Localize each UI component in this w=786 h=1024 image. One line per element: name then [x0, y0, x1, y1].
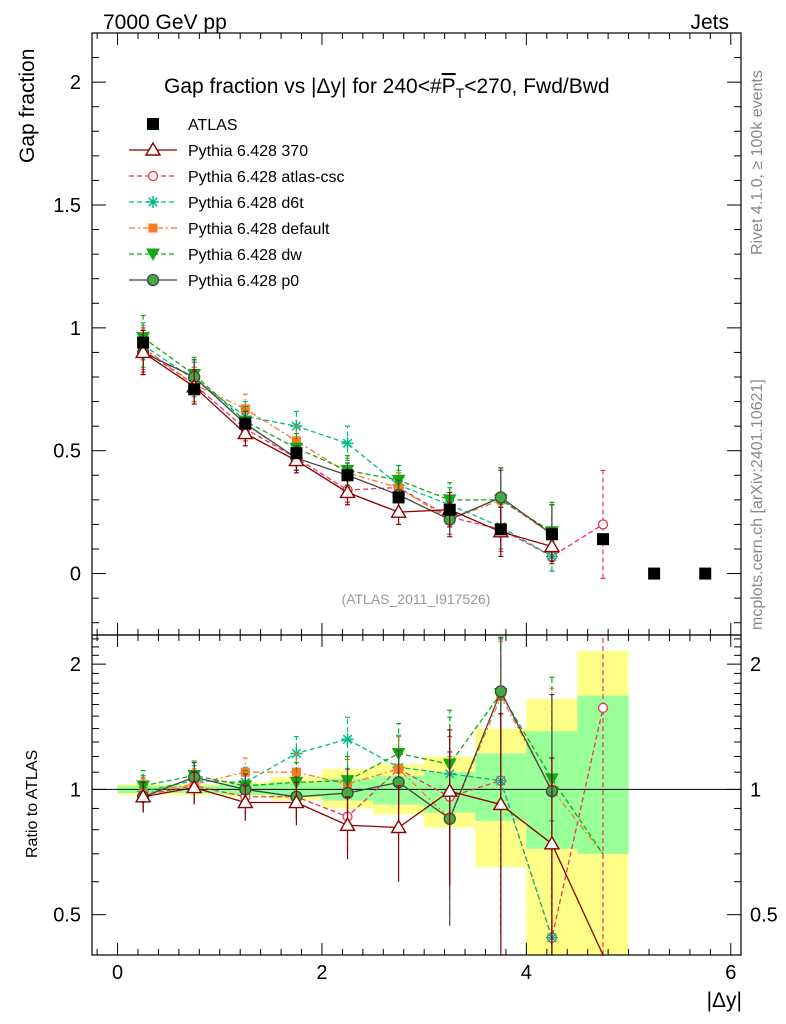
analysis-watermark: (ATLAS_2011_I917526)	[342, 591, 491, 607]
chart-title-p: P	[442, 75, 456, 98]
ratio-point	[390, 819, 407, 834]
series-pythia-6.428-atlas-csc	[137, 327, 609, 580]
ratio-tick-label-right: 1	[750, 779, 761, 801]
mcplots-label: mcplots.cern.ch [arXiv:2401.10621]	[749, 379, 766, 630]
atlas-data-point	[290, 447, 303, 460]
legend-label: Pythia 6.428 default	[188, 221, 330, 238]
chart-title: Gap fraction vs |Δy| for 240<#PT<270, Fw…	[164, 75, 610, 101]
y-tick-label: 2	[70, 72, 81, 94]
series-atlas	[137, 336, 712, 580]
x-tick-label: 2	[316, 962, 327, 984]
ratio-point	[597, 702, 609, 714]
atlas-data-point	[545, 528, 558, 541]
data-point	[494, 491, 507, 504]
ratio-tick-label-left: 0.5	[53, 905, 81, 927]
ratio-point	[288, 794, 305, 809]
data-point	[390, 503, 407, 518]
ratio-plot	[92, 635, 741, 955]
ratio-line	[142, 695, 604, 855]
data-point	[237, 425, 254, 440]
ratio-point	[134, 788, 152, 803]
atlas-data-point	[137, 336, 150, 349]
atlas-data-point	[648, 567, 661, 580]
ratio-point	[185, 779, 203, 794]
legend-entry: ATLAS	[147, 117, 238, 134]
data-point	[134, 344, 152, 359]
legend-label: ATLAS	[188, 117, 238, 134]
ratio-line	[142, 786, 604, 955]
legend-marker	[144, 141, 162, 156]
ratio-point	[237, 794, 254, 809]
legend-label: Pythia 6.428 d6t	[188, 195, 304, 212]
legend-label: Pythia 6.428 370	[188, 143, 308, 160]
legend-marker	[147, 170, 159, 182]
x-tick-label: 6	[725, 962, 736, 984]
data-point	[341, 437, 354, 450]
main-plot	[134, 314, 712, 580]
ratio-tick-label-right: 0.5	[750, 905, 778, 927]
ratio-line	[142, 692, 604, 855]
ratio-frame	[91, 634, 742, 956]
ratio-tick-label-left: 1	[70, 779, 81, 801]
x-axis-title: |Δy|	[707, 989, 742, 1012]
ratio-point	[492, 796, 510, 811]
x-tick-label: 4	[521, 962, 532, 984]
rivet-label: Rivet 4.1.0, ≥ 100k events	[749, 70, 766, 255]
axes-frames: 0 2 4 6 0 0.5 1 1.5 2 0.5 0.5 1 1 2 2	[53, 32, 778, 984]
chart-title-sub: T	[456, 85, 465, 101]
legend-entry: Pythia 6.428 d6t	[129, 195, 304, 212]
ratio-tick-label-left: 2	[70, 654, 81, 676]
atlas-data-point	[699, 567, 712, 580]
data-point	[288, 452, 305, 467]
ratio-series-pythia-6.428-370	[134, 713, 604, 955]
atlas-data-point	[597, 533, 610, 546]
data-point	[291, 436, 301, 446]
ratio-tick-label-right: 2	[750, 654, 761, 676]
legend-label: Pythia 6.428 p0	[188, 273, 299, 290]
legend-label: Pythia 6.428 dw	[188, 247, 302, 264]
ratio-point	[341, 733, 354, 746]
data-point	[543, 538, 561, 553]
legend-entry: Pythia 6.428 dw	[129, 247, 302, 264]
legend-label: Pythia 6.428 atlas-csc	[188, 169, 345, 186]
legend-entry: Pythia 6.428 atlas-csc	[129, 169, 345, 186]
x-tick-label: 0	[112, 962, 123, 984]
atlas-data-point	[443, 503, 456, 516]
legend-marker	[148, 223, 158, 233]
legend-entry: Pythia 6.428 default	[129, 221, 330, 238]
legend-marker	[146, 248, 160, 262]
ratio-point	[543, 835, 561, 850]
y-tick-label: 1	[70, 318, 81, 340]
header-left: 7000 GeV pp	[103, 11, 227, 34]
atlas-data-point	[188, 383, 201, 396]
chart-title-pre: Gap fraction vs |Δy| for 240<#	[164, 75, 442, 98]
data-point	[597, 519, 609, 530]
legend-marker	[147, 118, 159, 130]
atlas-data-point	[341, 469, 354, 482]
ratio-point	[339, 816, 356, 831]
legend-marker	[146, 273, 160, 287]
ratio-point	[240, 767, 250, 777]
y-tick-label: 0	[70, 564, 81, 586]
y-tick-label: 0.5	[53, 441, 81, 463]
ratio-axis-title: Ratio to ATLAS	[24, 750, 41, 858]
y-axis-title: Gap fraction	[16, 49, 39, 163]
series-line	[142, 337, 553, 533]
legend-entry: Pythia 6.428 p0	[129, 273, 299, 290]
header-right: Jets	[690, 11, 729, 34]
legend-marker	[147, 196, 159, 208]
atlas-data-point	[494, 523, 507, 536]
ratio-point	[441, 782, 458, 797]
ratio-point	[494, 685, 507, 698]
data-point	[339, 484, 356, 499]
legend: ATLAS Pythia 6.428 370 Pythia 6.428 atlas-…	[129, 117, 345, 290]
legend-entry: Pythia 6.428 370	[129, 141, 308, 160]
series-line	[142, 349, 604, 558]
chart-title-post: <270, Fwd/Bwd	[464, 75, 609, 98]
atlas-data-point	[239, 417, 252, 430]
atlas-data-point	[392, 491, 405, 504]
y-tick-label: 1.5	[53, 195, 81, 217]
